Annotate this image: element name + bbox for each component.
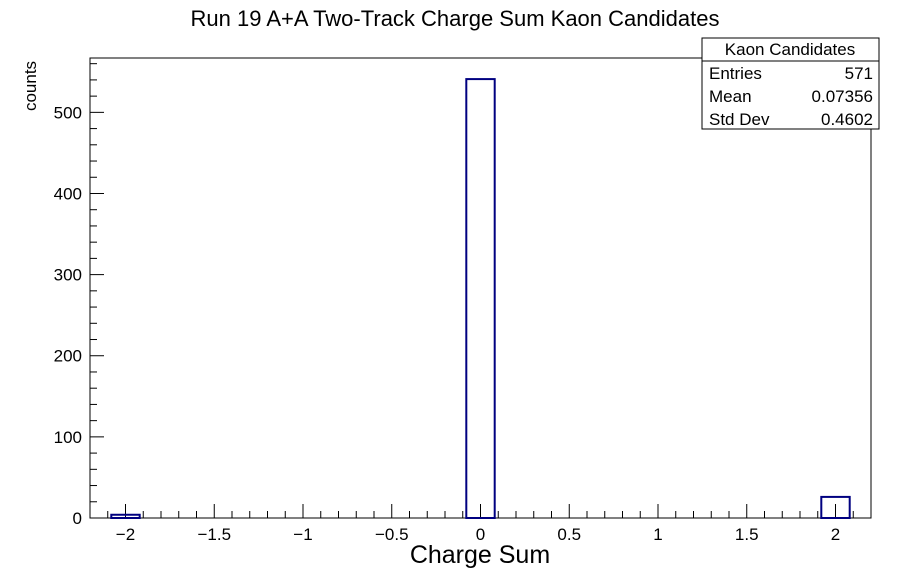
y-tick-label: 500 <box>54 103 82 122</box>
histogram-bars <box>110 78 851 519</box>
y-tick-label: 0 <box>73 509 82 528</box>
stats-mean-value: 0.07356 <box>812 87 873 106</box>
y-tick-label: 200 <box>54 347 82 366</box>
x-axis-label: Charge Sum <box>410 541 550 569</box>
x-axis-ticks: −2 −1.5 −1 −0.5 0 0.5 1 1.5 2 <box>116 504 840 544</box>
stats-box-title: Kaon Candidates <box>725 40 855 59</box>
stats-entries-value: 571 <box>845 64 873 83</box>
y-tick-label: 100 <box>54 428 82 447</box>
stats-box-frame <box>701 37 880 130</box>
chart-title: Run 19 A+A Two-Track Charge Sum Kaon Can… <box>191 6 720 31</box>
y-axis-ticks: 0 100 200 300 400 500 <box>54 103 104 528</box>
y-tick-label: 300 <box>54 266 82 285</box>
stats-stddev-label: Std Dev <box>709 110 770 129</box>
x-tick-label: 0 <box>476 525 485 544</box>
x-tick-label: −1.5 <box>197 525 231 544</box>
x-tick-label: 2 <box>831 525 840 544</box>
minor-ticks <box>89 63 872 518</box>
x-tick-label: −1 <box>293 525 312 544</box>
stats-stddev-value: 0.4602 <box>821 110 873 129</box>
x-tick-label: −0.5 <box>375 525 409 544</box>
x-tick-label: −2 <box>116 525 135 544</box>
stats-mean-label: Mean <box>709 87 752 106</box>
y-axis-label: counts <box>21 61 40 111</box>
histogram-bar <box>110 513 141 519</box>
histogram-bar <box>820 495 851 519</box>
stats-entries-label: Entries <box>709 64 762 83</box>
x-tick-label: 0.5 <box>557 525 581 544</box>
histogram-bar <box>465 78 496 519</box>
y-tick-label: 400 <box>54 184 82 203</box>
x-tick-label: 1 <box>653 525 662 544</box>
x-tick-label: 1.5 <box>735 525 759 544</box>
stats-box: Kaon Candidates Entries 571 Mean 0.07356… <box>701 37 880 130</box>
